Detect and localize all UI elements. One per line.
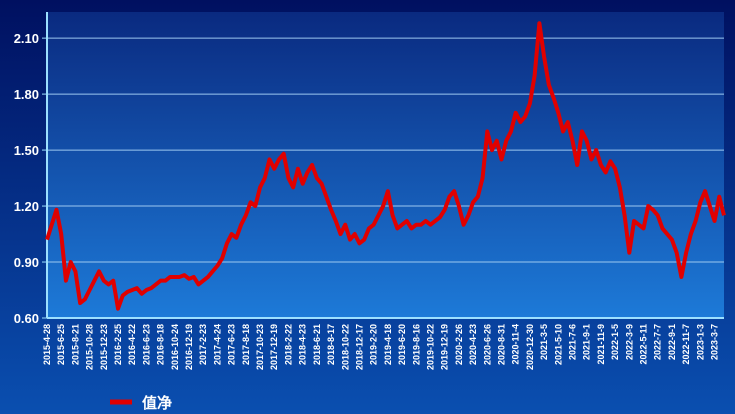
x-tick-label: 2019-2-20 [369,324,379,365]
x-tick-label: 2022-5-11 [639,324,649,365]
x-tick-label: 2017-12-19 [269,324,279,370]
x-tick-label: 2018-2-22 [283,324,293,365]
x-tick-label: 2021-5-10 [553,324,563,365]
x-tick-label: 2019-8-16 [411,324,421,365]
x-tick-label: 2016-8-18 [156,324,166,365]
y-tick-label: 0.90 [14,255,39,270]
x-tick-label: 2017-8-18 [241,324,251,365]
x-tick-label: 2015-4-28 [42,324,52,365]
x-tick-label: 2018-8-17 [326,324,336,365]
x-tick-label: 2019-12-19 [440,324,450,370]
x-tick-label: 2021-7-6 [568,324,578,360]
x-tick-label: 2015-6-25 [56,324,66,365]
x-tick-label: 2017-6-23 [227,324,237,365]
x-tick-label: 2023-1-3 [695,324,705,360]
x-tick-label: 2015-8-21 [70,324,80,365]
y-tick-label: 1.20 [14,199,39,214]
x-tick-label: 2019-6-20 [397,324,407,365]
x-tick-label: 2021-11-9 [596,324,606,365]
x-tick-label: 2016-12-19 [184,324,194,370]
x-tick-label: 2022-11-7 [681,324,691,365]
x-tick-label: 2016-10-24 [170,324,180,370]
x-tick-label: 2016-4-22 [127,324,137,365]
x-tick-label: 2022-9-1 [667,324,677,360]
x-tick-label: 2017-10-23 [255,324,265,370]
x-tick-label: 2020-11-4 [511,324,521,365]
x-tick-label: 2016-2-25 [113,324,123,365]
x-tick-label: 2021-3-5 [539,324,549,360]
x-tick-label: 2020-12-30 [525,324,535,370]
x-tick-label: 2015-12-23 [99,324,109,370]
legend-label: 值净 [142,394,172,412]
y-tick-label: 1.80 [14,87,39,102]
y-tick-label: 1.50 [14,143,39,158]
y-tick-label: 2.10 [14,31,39,46]
series-line [45,21,726,311]
x-tick-label: 2015-10-28 [85,324,95,370]
y-tick-label: 0.60 [14,311,39,326]
x-tick-label: 2020-6-26 [482,324,492,365]
x-tick-label: 2018-4-23 [298,324,308,365]
x-tick-label: 2022-7-7 [653,324,663,360]
x-tick-label: 2018-12-17 [354,324,364,370]
x-tick-label: 2019-10-22 [425,324,435,370]
x-tick-label: 2023-3-7 [710,324,720,360]
plot-area [47,12,724,318]
x-tick-label: 2022-3-9 [624,324,634,360]
x-tick-label: 2020-8-31 [496,324,506,365]
x-tick-label: 2018-10-22 [340,324,350,370]
x-tick-label: 2020-4-23 [468,324,478,365]
x-tick-label: 2021-9-1 [582,324,592,360]
x-tick-label: 2020-2-26 [454,324,464,365]
x-tick-label: 2022-1-5 [610,324,620,360]
x-tick-label: 2017-2-23 [198,324,208,365]
x-tick-label: 2016-6-23 [141,324,151,365]
x-tick-label: 2017-4-24 [212,324,222,365]
x-tick-label: 2018-6-21 [312,324,322,365]
x-tick-label: 2019-4-18 [383,324,393,365]
